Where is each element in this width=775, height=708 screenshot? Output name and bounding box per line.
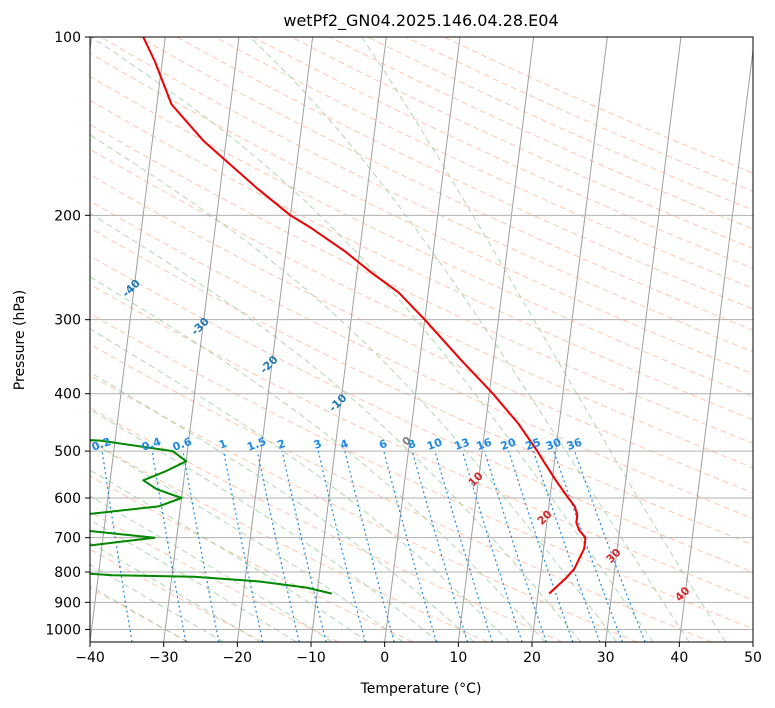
dry-adiabat <box>90 440 488 642</box>
x-tick-label: 50 <box>744 650 762 666</box>
temperature-profile <box>142 37 587 595</box>
moist-adiabat <box>90 440 404 642</box>
y-tick-label: 1000 <box>45 622 81 638</box>
mixing-ratio-line <box>223 450 264 642</box>
mixing-ratio-label: 13 <box>452 436 471 453</box>
mixing-ratio-label: 8 <box>406 437 418 452</box>
mixing-ratio-line <box>344 450 395 642</box>
mixing-ratio-line <box>317 450 366 642</box>
x-tick-label: 30 <box>597 650 615 666</box>
mixing-ratio-line <box>483 450 547 642</box>
mixing-ratio-label: 0.2 <box>90 435 113 454</box>
y-tick-label: 200 <box>54 208 81 224</box>
mixing-ratio-line <box>281 450 327 642</box>
dry-adiabat <box>90 374 638 642</box>
y-tick-label: 900 <box>54 595 81 611</box>
x-tick-label: 40 <box>670 650 688 666</box>
dry-adiabat <box>214 37 753 290</box>
mixing-ratio-label: 1.5 <box>245 435 268 454</box>
y-tick-label: 100 <box>54 30 81 46</box>
moist-adiabat <box>90 585 188 642</box>
x-tick-label: −40 <box>75 650 105 666</box>
moist-adiabat <box>90 328 510 642</box>
isotherm-line <box>310 37 387 642</box>
isotherm-line <box>236 37 314 642</box>
dry-adiabat <box>90 313 753 630</box>
dry-adiabat <box>90 343 712 642</box>
moist-adiabat <box>90 134 618 642</box>
x-tick-label: −20 <box>223 650 253 666</box>
moist-adiabat <box>361 37 727 642</box>
isotherm-line <box>90 37 166 642</box>
moist-adiabat <box>90 371 475 642</box>
dewpoint-profile <box>90 439 333 595</box>
isotherm-line <box>531 37 608 642</box>
dry-adiabat <box>100 37 753 353</box>
x-tick-label: −10 <box>296 650 326 666</box>
x-axis-label: Temperature (°C) <box>360 681 482 697</box>
dry-adiabat <box>90 511 339 642</box>
y-tick-label: 500 <box>54 444 81 460</box>
y-tick-label: 700 <box>54 531 81 547</box>
mixing-ratio-line <box>411 450 469 642</box>
isotherm-line <box>163 37 240 642</box>
mixing-ratio-line <box>574 450 646 642</box>
mixing-ratio-label: 25 <box>524 436 543 453</box>
mixing-ratio-label: 4 <box>338 437 350 452</box>
dry-adiabat <box>90 407 563 642</box>
isotherm-line <box>384 37 461 642</box>
mixing-ratio-label: 1 <box>217 437 229 452</box>
moist-adiabat <box>90 469 368 642</box>
x-tick-label: 20 <box>523 650 541 666</box>
mixing-ratio-line <box>532 450 601 642</box>
moist-adiabat <box>249 37 690 642</box>
mixing-ratio-line <box>434 450 493 642</box>
mixing-ratio-line <box>553 450 623 642</box>
mixing-ratio-line <box>182 450 220 642</box>
y-axis-label: Pressure (hPa) <box>12 290 28 390</box>
mixing-ratio-label: 0.4 <box>140 435 163 454</box>
dry-adiabat <box>90 255 753 573</box>
mixing-ratio-label: 20 <box>499 436 518 454</box>
y-tick-label: 400 <box>54 387 81 403</box>
dry-adiabat <box>90 283 753 601</box>
y-tick-label: 800 <box>54 565 81 581</box>
dry-adiabat <box>90 148 753 469</box>
mixing-ratio-label: 0.6 <box>171 435 194 454</box>
mixing-ratio-label: 3 <box>312 437 324 452</box>
y-tick-label: 600 <box>54 491 81 507</box>
isotherm-line <box>457 37 535 642</box>
dry-adiabat <box>90 200 753 520</box>
mixing-ratio-label: 16 <box>475 436 494 454</box>
moist-adiabat <box>90 564 225 642</box>
dry-adiabat <box>90 52 753 375</box>
plot-frame <box>89 36 754 643</box>
isotherm-line <box>605 37 682 642</box>
chart-title: wetPf2_GN04.2025.146.04.28.E04 <box>283 11 558 31</box>
isotherm-line <box>678 46 753 642</box>
moist-adiabat <box>90 212 582 642</box>
mixing-ratio-label: 6 <box>377 437 389 452</box>
x-tick-label: −30 <box>149 650 179 666</box>
x-tick-label: 10 <box>449 650 467 666</box>
mixing-ratio-label: 30 <box>544 436 563 454</box>
mixing-ratio-label: 2 <box>276 437 288 452</box>
mixing-ratio-line <box>383 450 437 642</box>
dry-adiabat <box>90 227 753 546</box>
mixing-ratio-label: 36 <box>565 436 584 454</box>
moist-adiabat <box>90 519 297 642</box>
y-tick-label: 300 <box>54 313 81 329</box>
dry-adiabat <box>90 548 264 642</box>
dry-adiabat <box>176 37 753 310</box>
x-tick-label: 0 <box>380 650 389 666</box>
mixing-ratio-line <box>508 450 574 642</box>
mixing-ratio-label: 10 <box>425 436 444 454</box>
moist-adiabat <box>90 542 261 642</box>
mixing-ratio-line <box>256 450 300 642</box>
